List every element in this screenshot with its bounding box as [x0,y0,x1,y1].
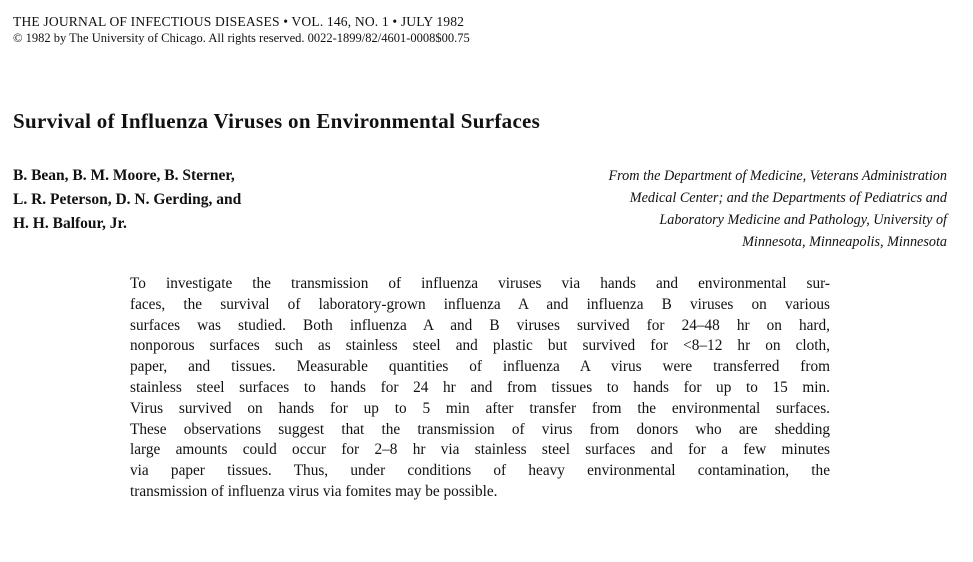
author-line: H. H. Balfour, Jr. [13,215,127,232]
affiliation-line: Medical Center; and the Departments of P… [629,190,947,206]
journal-header: THE JOURNAL OF INFECTIOUS DISEASES • VOL… [13,14,953,46]
abstract-line: These observations suggest that the tran… [130,420,830,438]
abstract-line: To investigate the transmission of influ… [130,275,830,292]
affiliation-line: From the Department of Medicine, Veteran… [608,168,947,184]
abstract-line: large amounts could occur for 2–8 hr via… [130,441,830,459]
author-line: L. R. Peterson, D. N. Gerding, and [13,191,242,208]
author-line: B. Bean, B. M. Moore, B. Sterner, [13,167,235,184]
abstract-line: stainless steel surfaces to hands for 24… [130,378,830,396]
article-title: Survival of Influenza Viruses on Environ… [13,109,541,133]
abstract-line: via paper tissues. Thus, under condition… [130,462,830,480]
copyright-line: © 1982 by The University of Chicago. All… [13,31,470,45]
abstract-line: surfaces was studied. Both influenza A a… [130,316,830,334]
abstract-line: Virus survived on hands for up to 5 min … [130,399,830,417]
abstract-line: faces, the survival of laboratory-grown … [130,295,830,313]
abstract-line: nonporous surfaces such as stainless ste… [130,337,830,355]
affiliation-block: From the Department of Medicine, Veteran… [427,165,947,253]
affiliation-line: Laboratory Medicine and Pathology, Unive… [659,212,947,228]
affiliation-line: Minnesota, Minneapolis, Minnesota [742,234,947,250]
abstract-paragraph: To investigate the transmission of influ… [130,274,830,503]
abstract-line: transmission of influenza virus via fomi… [130,482,498,500]
author-list: B. Bean, B. M. Moore, B. Sterner, L. R. … [13,164,241,236]
journal-citation-line: THE JOURNAL OF INFECTIOUS DISEASES • VOL… [13,14,465,29]
abstract-line: paper, and tissues. Measurable quantitie… [130,358,830,376]
